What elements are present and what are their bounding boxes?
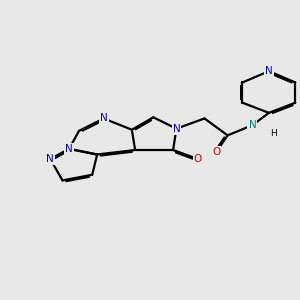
Text: N: N: [100, 113, 108, 124]
Text: O: O: [212, 147, 220, 157]
Text: N: N: [46, 154, 54, 164]
Text: N: N: [265, 66, 273, 76]
Text: H: H: [271, 129, 277, 138]
Text: N: N: [248, 120, 256, 130]
Text: N: N: [172, 124, 180, 134]
Text: N: N: [65, 144, 73, 154]
Text: O: O: [194, 154, 202, 164]
Text: N: N: [248, 120, 256, 130]
